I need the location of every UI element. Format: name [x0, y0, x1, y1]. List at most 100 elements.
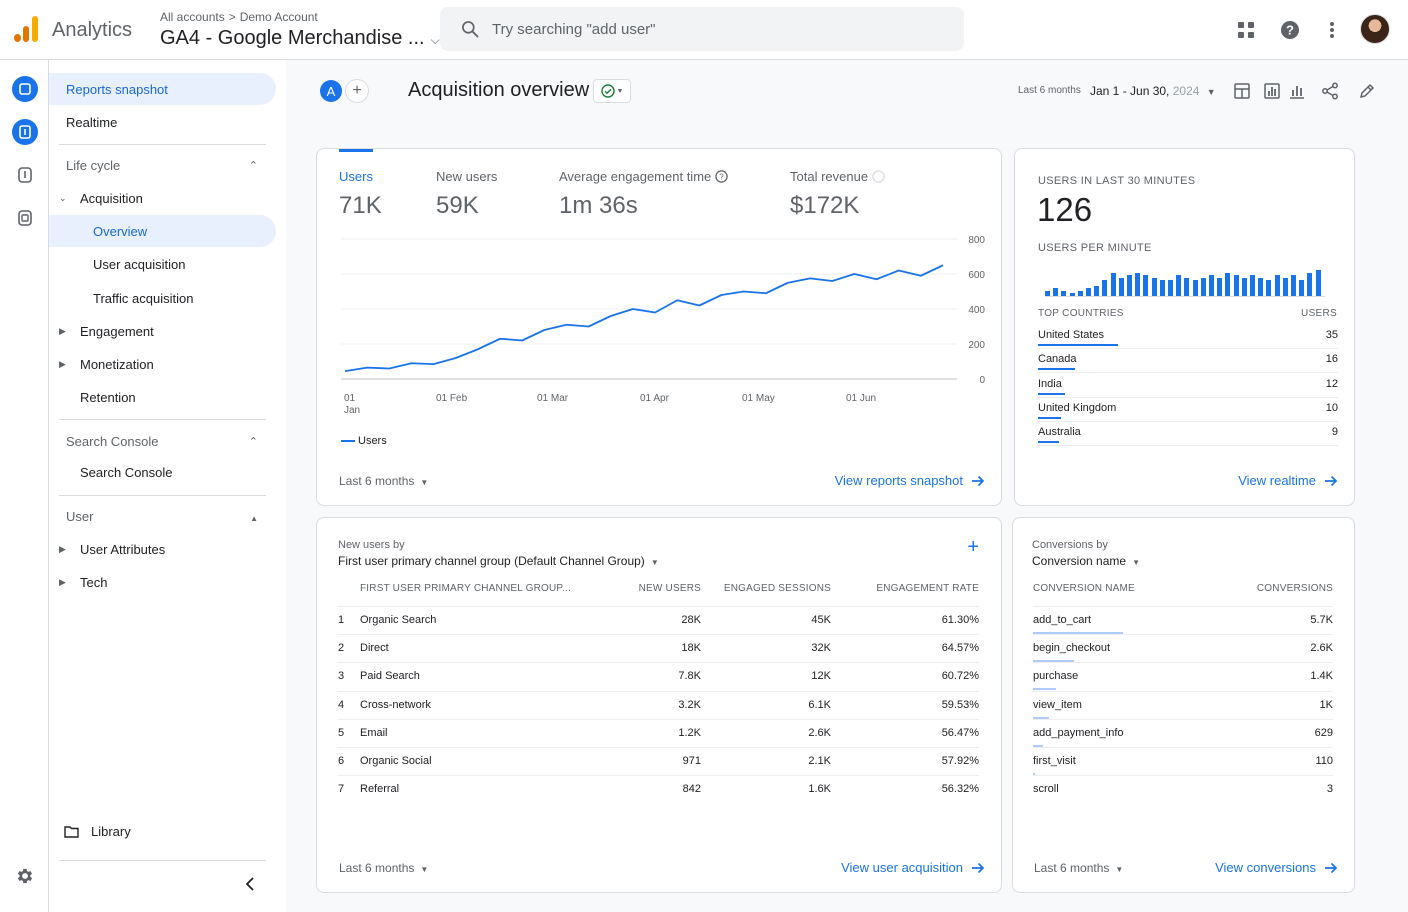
col-engagement-rate[interactable]: ENGAGEMENT RATE	[876, 583, 979, 594]
table-row[interactable]: view_item 1K	[1033, 690, 1333, 719]
table-row[interactable]: begin_checkout 2.6K	[1033, 634, 1333, 663]
table-row[interactable]: first_visit 110	[1033, 747, 1333, 775]
table-row[interactable]: add_payment_info 629	[1033, 718, 1333, 747]
admin-gear-icon[interactable]	[12, 863, 38, 889]
nav-divider	[59, 419, 266, 420]
add-comparison-button[interactable]: +	[345, 79, 369, 103]
nav-engagement[interactable]: ▶ Engagement	[49, 315, 276, 347]
apps-grid-icon[interactable]	[1234, 18, 1258, 42]
col-conversion-name[interactable]: CONVERSION NAME	[1033, 583, 1135, 594]
table-row[interactable]: add_to_cart 5.7K	[1033, 606, 1333, 634]
breadcrumb-account[interactable]: Demo Account	[239, 10, 318, 24]
insights-chart-icon[interactable]	[1287, 81, 1307, 101]
conversion-share-bar	[1033, 773, 1035, 775]
metric-tab-total-revenue[interactable]: Total revenue $172K	[790, 169, 885, 220]
row-new-users: 18K	[681, 642, 701, 655]
metric-tab-engagement-time[interactable]: Average engagement time ? 1m 36s	[559, 169, 728, 220]
nav-library[interactable]: Library	[49, 815, 276, 847]
view-conversions-link[interactable]: View conversions	[1215, 860, 1338, 875]
home-icon[interactable]	[12, 76, 38, 102]
minute-bar	[1307, 272, 1313, 296]
edit-pencil-icon[interactable]	[1357, 81, 1377, 101]
row-conversions: 5.7K	[1310, 614, 1333, 626]
nav-retention[interactable]: Retention	[49, 381, 276, 413]
country-row[interactable]: United States 35	[1038, 325, 1338, 349]
nav-overview[interactable]: Overview	[49, 215, 276, 247]
search-input[interactable]	[492, 15, 932, 43]
table-row[interactable]: 3 Paid Search 7.8K 12K 60.72%	[337, 662, 979, 690]
col-new-users[interactable]: NEW USERS	[638, 583, 701, 594]
view-user-acquisition-link[interactable]: View user acquisition	[841, 860, 985, 875]
table-row[interactable]: 6 Organic Social 971 2.1K 57.92%	[337, 747, 979, 775]
nav-traffic-acquisition[interactable]: Traffic acquisition	[49, 282, 276, 314]
app-brand[interactable]: Analytics	[52, 19, 133, 41]
table-row[interactable]: 5 Email 1.2K 2.6K 56.47%	[337, 718, 979, 747]
nav-realtime[interactable]: Realtime	[49, 106, 276, 138]
nav-section-user[interactable]: User ▲	[49, 500, 276, 532]
nav-user-acquisition[interactable]: User acquisition	[49, 248, 276, 280]
reports-icon[interactable]	[12, 119, 38, 145]
advertising-icon[interactable]	[12, 205, 38, 231]
col-conversions[interactable]: CONVERSIONS	[1256, 583, 1333, 594]
share-icon[interactable]	[1320, 81, 1340, 101]
nav-label: Library	[91, 823, 131, 839]
customize-report-icon[interactable]	[1232, 81, 1252, 101]
property-selector[interactable]: GA4 - Google Merchandise ... ⌵	[160, 27, 440, 50]
minute-bar	[1127, 275, 1132, 296]
date-range-text: Jan 1 - Jun 30,	[1090, 84, 1170, 98]
caret-down-icon: ▼	[616, 87, 624, 95]
nav-reports-snapshot[interactable]: Reports snapshot	[49, 73, 276, 105]
country-row[interactable]: India 12	[1038, 374, 1338, 398]
country-row[interactable]: Australia 9	[1038, 422, 1338, 447]
user-avatar[interactable]	[1360, 14, 1390, 44]
view-realtime-link[interactable]: View realtime	[1238, 473, 1338, 488]
nav-tech[interactable]: ▶ Tech	[49, 566, 276, 598]
collapse-nav-chevron-icon[interactable]	[242, 875, 260, 893]
breadcrumb[interactable]: All accounts > Demo Account	[160, 10, 318, 24]
country-row[interactable]: Canada 16	[1038, 349, 1338, 374]
table-row[interactable]: 4 Cross-network 3.2K 6.1K 59.53%	[337, 690, 979, 719]
col-channel-group[interactable]: FIRST USER PRIMARY CHANNEL GROUP...	[360, 583, 571, 594]
country-row[interactable]: United Kingdom 10	[1038, 398, 1338, 422]
nav-monetization[interactable]: ▶ Monetization	[49, 348, 276, 380]
date-range-picker[interactable]: Jan 1 - Jun 30, 2024 ▼	[1090, 84, 1216, 98]
breadcrumb-all-accounts[interactable]: All accounts	[160, 10, 225, 24]
minute-bar	[1159, 280, 1165, 296]
minute-bar	[1200, 277, 1206, 296]
table-row[interactable]: scroll 3	[1033, 775, 1333, 803]
dimension-selector[interactable]: First user primary channel group (Defaul…	[338, 554, 659, 568]
dimension-selector[interactable]: Conversion name ▼	[1032, 554, 1140, 568]
table-row[interactable]: 7 Referral 842 1.6K 56.32%	[337, 775, 979, 803]
minute-bar	[1209, 275, 1214, 296]
metric-tab-new-users[interactable]: New users 59K	[436, 169, 497, 220]
help-icon[interactable]: ?	[1278, 18, 1302, 42]
search-bar[interactable]	[440, 7, 964, 51]
nav-section-life-cycle[interactable]: Life cycle ⌃	[49, 149, 276, 181]
date-range-dropdown[interactable]: Last 6 months ▼	[1034, 861, 1123, 875]
date-preset-label[interactable]: Last 6 months	[1018, 85, 1081, 96]
table-row[interactable]: purchase 1.4K	[1033, 662, 1333, 691]
metric-tab-users[interactable]: Users 71K	[339, 169, 382, 220]
add-dimension-plus-icon[interactable]: +	[967, 536, 979, 558]
compare-chart-icon[interactable]	[1262, 81, 1282, 101]
table-row[interactable]: 2 Direct 18K 32K 64.57%	[337, 634, 979, 662]
report-status-dropdown[interactable]: ▼	[593, 79, 631, 103]
users-series-line[interactable]	[344, 264, 944, 373]
check-circle-icon	[600, 84, 615, 98]
nav-section-search-console[interactable]: Search Console ⌃	[49, 425, 276, 457]
explore-icon[interactable]	[12, 162, 38, 188]
analytics-logo-icon[interactable]	[14, 16, 38, 42]
help-icon[interactable]	[871, 170, 885, 183]
comparison-avatar[interactable]: A	[320, 80, 342, 102]
row-channel: Organic Search	[360, 614, 437, 626]
date-range-dropdown[interactable]: Last 6 months ▼	[339, 861, 428, 875]
view-reports-snapshot-link[interactable]: View reports snapshot	[835, 473, 985, 488]
nav-search-console[interactable]: Search Console	[49, 456, 276, 488]
table-row[interactable]: 1 Organic Search 28K 45K 61.30%	[337, 606, 979, 634]
help-icon[interactable]: ?	[715, 170, 728, 183]
more-vert-icon[interactable]	[1320, 18, 1344, 42]
col-engaged-sessions[interactable]: ENGAGED SESSIONS	[723, 583, 831, 594]
nav-user-attributes[interactable]: ▶ User Attributes	[49, 533, 276, 565]
date-range-dropdown[interactable]: Last 6 months ▼	[339, 474, 428, 488]
nav-acquisition[interactable]: ⌄ Acquisition	[49, 182, 276, 214]
